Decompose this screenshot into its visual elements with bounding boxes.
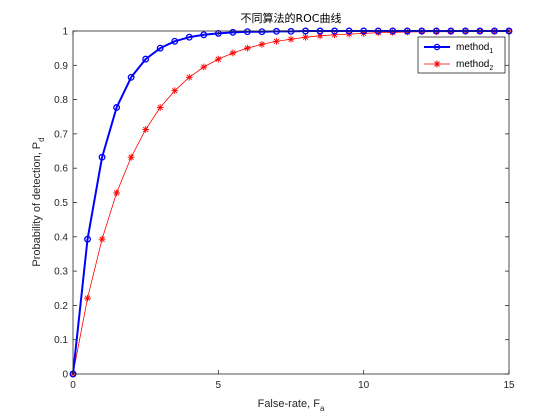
- data-point: [200, 63, 208, 71]
- data-point: [302, 33, 309, 41]
- y-tick-label: 0.3: [54, 267, 68, 278]
- data-point: [258, 28, 266, 36]
- legend-label-method2: method2: [456, 59, 493, 72]
- x-axis-ticks: 0 5 10 15: [70, 31, 515, 391]
- data-point: [156, 44, 164, 52]
- data-point: [185, 73, 193, 81]
- data-point: [258, 40, 266, 48]
- legend-label-method1: method1: [456, 42, 493, 55]
- data-point: [214, 55, 222, 63]
- y-axis-ticks: 0 0.1 0.2 0.3 0.4 0.5 0.6 0.7 0.8 0.9 1: [54, 27, 509, 381]
- data-point: [127, 73, 135, 81]
- legend-box: [417, 36, 506, 74]
- data-point: [127, 153, 135, 161]
- x-axis-label: False-rate, Fa: [258, 398, 325, 413]
- data-point: [142, 55, 150, 63]
- data-point: [243, 28, 251, 36]
- x-tick-label: 10: [358, 380, 370, 391]
- legend-marker-method1: [433, 43, 441, 51]
- data-point: [185, 33, 193, 41]
- data-point: [98, 235, 106, 243]
- data-point: [171, 37, 179, 45]
- data-point: [229, 28, 237, 36]
- y-tick-label: 0.2: [54, 301, 68, 312]
- y-tick-label: 0: [62, 370, 68, 381]
- data-point: [113, 104, 121, 111]
- data-point: [229, 49, 237, 57]
- y-tick-label: 0.6: [54, 164, 68, 175]
- y-tick-label: 0.5: [54, 198, 68, 209]
- data-point: [171, 87, 179, 95]
- x-tick-label: 0: [70, 380, 76, 391]
- legend-marker-method2: [433, 60, 441, 68]
- y-tick-label: 0.4: [54, 232, 68, 243]
- chart-title: 不同算法的ROC曲线: [241, 11, 342, 25]
- data-point: [98, 153, 106, 161]
- data-point: [156, 104, 164, 111]
- plot-area: [73, 31, 509, 374]
- data-point: [200, 31, 208, 39]
- y-tick-label: 0.1: [54, 335, 68, 346]
- y-tick-label: 0.7: [54, 129, 68, 140]
- y-tick-label: 0.9: [54, 61, 68, 72]
- y-tick-label: 1: [62, 27, 68, 38]
- data-point: [142, 126, 150, 133]
- y-tick-label: 0.8: [54, 95, 68, 106]
- data-point: [84, 235, 91, 243]
- y-axis-label: Probability of detection, Pd: [31, 137, 46, 266]
- x-tick-label: 5: [216, 380, 222, 391]
- data-point: [113, 189, 120, 197]
- legend: method1 method2: [417, 36, 506, 74]
- data-point: [84, 294, 91, 302]
- data-point: [273, 37, 280, 45]
- data-point: [244, 44, 251, 52]
- x-tick-label: 15: [503, 380, 515, 391]
- data-point: [287, 35, 295, 43]
